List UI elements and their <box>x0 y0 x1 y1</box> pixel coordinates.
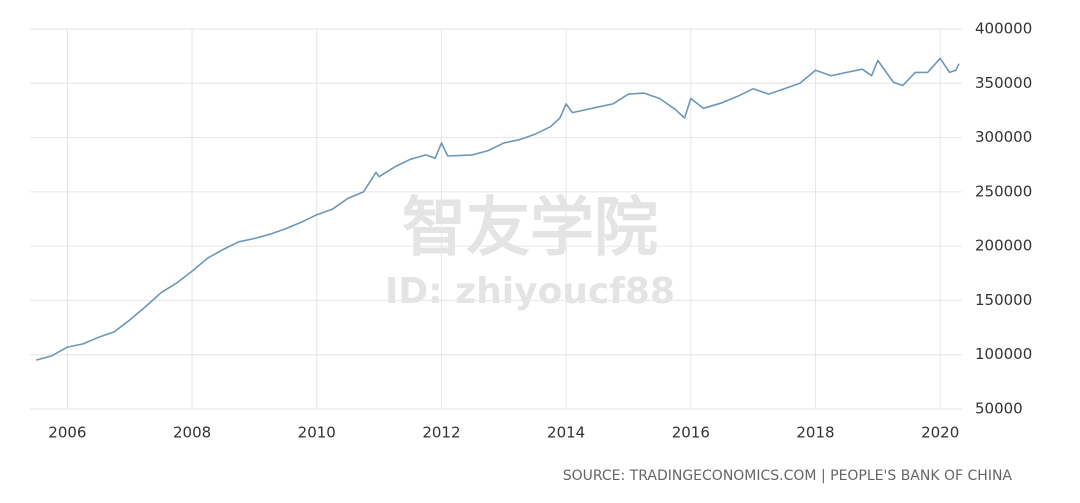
x-tick-label: 2008 <box>173 424 211 442</box>
x-tick-label: 2018 <box>796 424 834 442</box>
y-tick-label: 300000 <box>975 128 1032 146</box>
y-tick-label: 150000 <box>975 291 1032 309</box>
y-tick-label: 100000 <box>975 345 1032 363</box>
source-note: SOURCE: TRADINGECONOMICS.COM | PEOPLE'S … <box>563 468 1013 484</box>
y-tick-label: 400000 <box>975 20 1032 38</box>
y-tick-label: 50000 <box>975 400 1023 418</box>
x-tick-label: 2012 <box>422 424 460 442</box>
x-tick-label: 2020 <box>921 424 959 442</box>
data-line <box>35 57 960 361</box>
watermark: ID: zhiyoucf88 <box>385 271 675 312</box>
watermark: 智友学院 <box>402 192 658 266</box>
x-tick-label: 2010 <box>298 424 336 442</box>
x-tick-label: 2014 <box>547 424 585 442</box>
x-tick-label: 2006 <box>48 424 86 442</box>
y-tick-label: 200000 <box>975 237 1032 255</box>
y-tick-label: 350000 <box>975 74 1032 92</box>
y-tick-label: 250000 <box>975 182 1032 200</box>
x-tick-label: 2016 <box>672 424 710 442</box>
